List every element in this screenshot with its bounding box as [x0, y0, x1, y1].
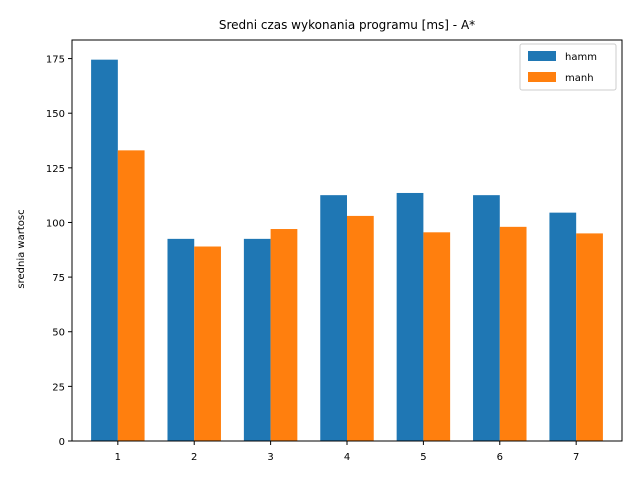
- chart-title: Sredni czas wykonania programu [ms] - A*: [219, 18, 475, 32]
- bar-hamm-6: [473, 195, 500, 441]
- bar-hamm-3: [243, 238, 271, 441]
- bar-manh-1: [117, 150, 145, 442]
- x-tick-label: 2: [191, 452, 197, 463]
- x-tick-label: 7: [573, 452, 579, 463]
- y-tick-label: 125: [46, 164, 65, 175]
- x-tick-label: 6: [497, 452, 503, 463]
- y-tick-label: 25: [52, 382, 65, 393]
- x-tick-label: 4: [344, 452, 350, 463]
- bar-hamm-4: [320, 195, 347, 441]
- bars-layer: [91, 59, 603, 442]
- ticks-layer: 1 2 3 4 5 6 7 0 25 50 75 100 125 150 175: [46, 55, 579, 463]
- bar-hamm-5: [396, 192, 424, 441]
- bar-manh-4: [347, 215, 374, 441]
- plot-frame: [71, 39, 623, 442]
- x-tick-label: 5: [420, 452, 426, 463]
- x-tick-label: 3: [267, 452, 273, 463]
- y-tick-label: 175: [46, 55, 65, 66]
- bar-manh-5: [423, 232, 451, 441]
- y-tick-label: 0: [59, 437, 65, 448]
- x-tick-label: 1: [115, 452, 121, 463]
- bar-manh-2: [194, 246, 221, 441]
- bar-hamm-2: [167, 238, 195, 441]
- bar-hamm-7: [549, 212, 577, 441]
- legend-label-hamm: hamm: [565, 52, 597, 63]
- bar-manh-3: [270, 229, 298, 441]
- legend-label-manh: manh: [565, 73, 594, 84]
- y-tick-label: 100: [46, 218, 65, 229]
- y-axis-label: srednia wartosc: [16, 209, 27, 288]
- legend-swatch-hamm: [528, 51, 556, 61]
- bar-manh-6: [499, 226, 527, 441]
- y-tick-label: 50: [52, 328, 65, 339]
- legend-swatch-manh: [528, 72, 556, 82]
- bar-hamm-1: [91, 59, 118, 442]
- y-tick-label: 150: [46, 109, 65, 120]
- bar-manh-7: [576, 233, 603, 441]
- legend: hamm manh: [519, 43, 617, 91]
- y-tick-label: 75: [52, 273, 65, 284]
